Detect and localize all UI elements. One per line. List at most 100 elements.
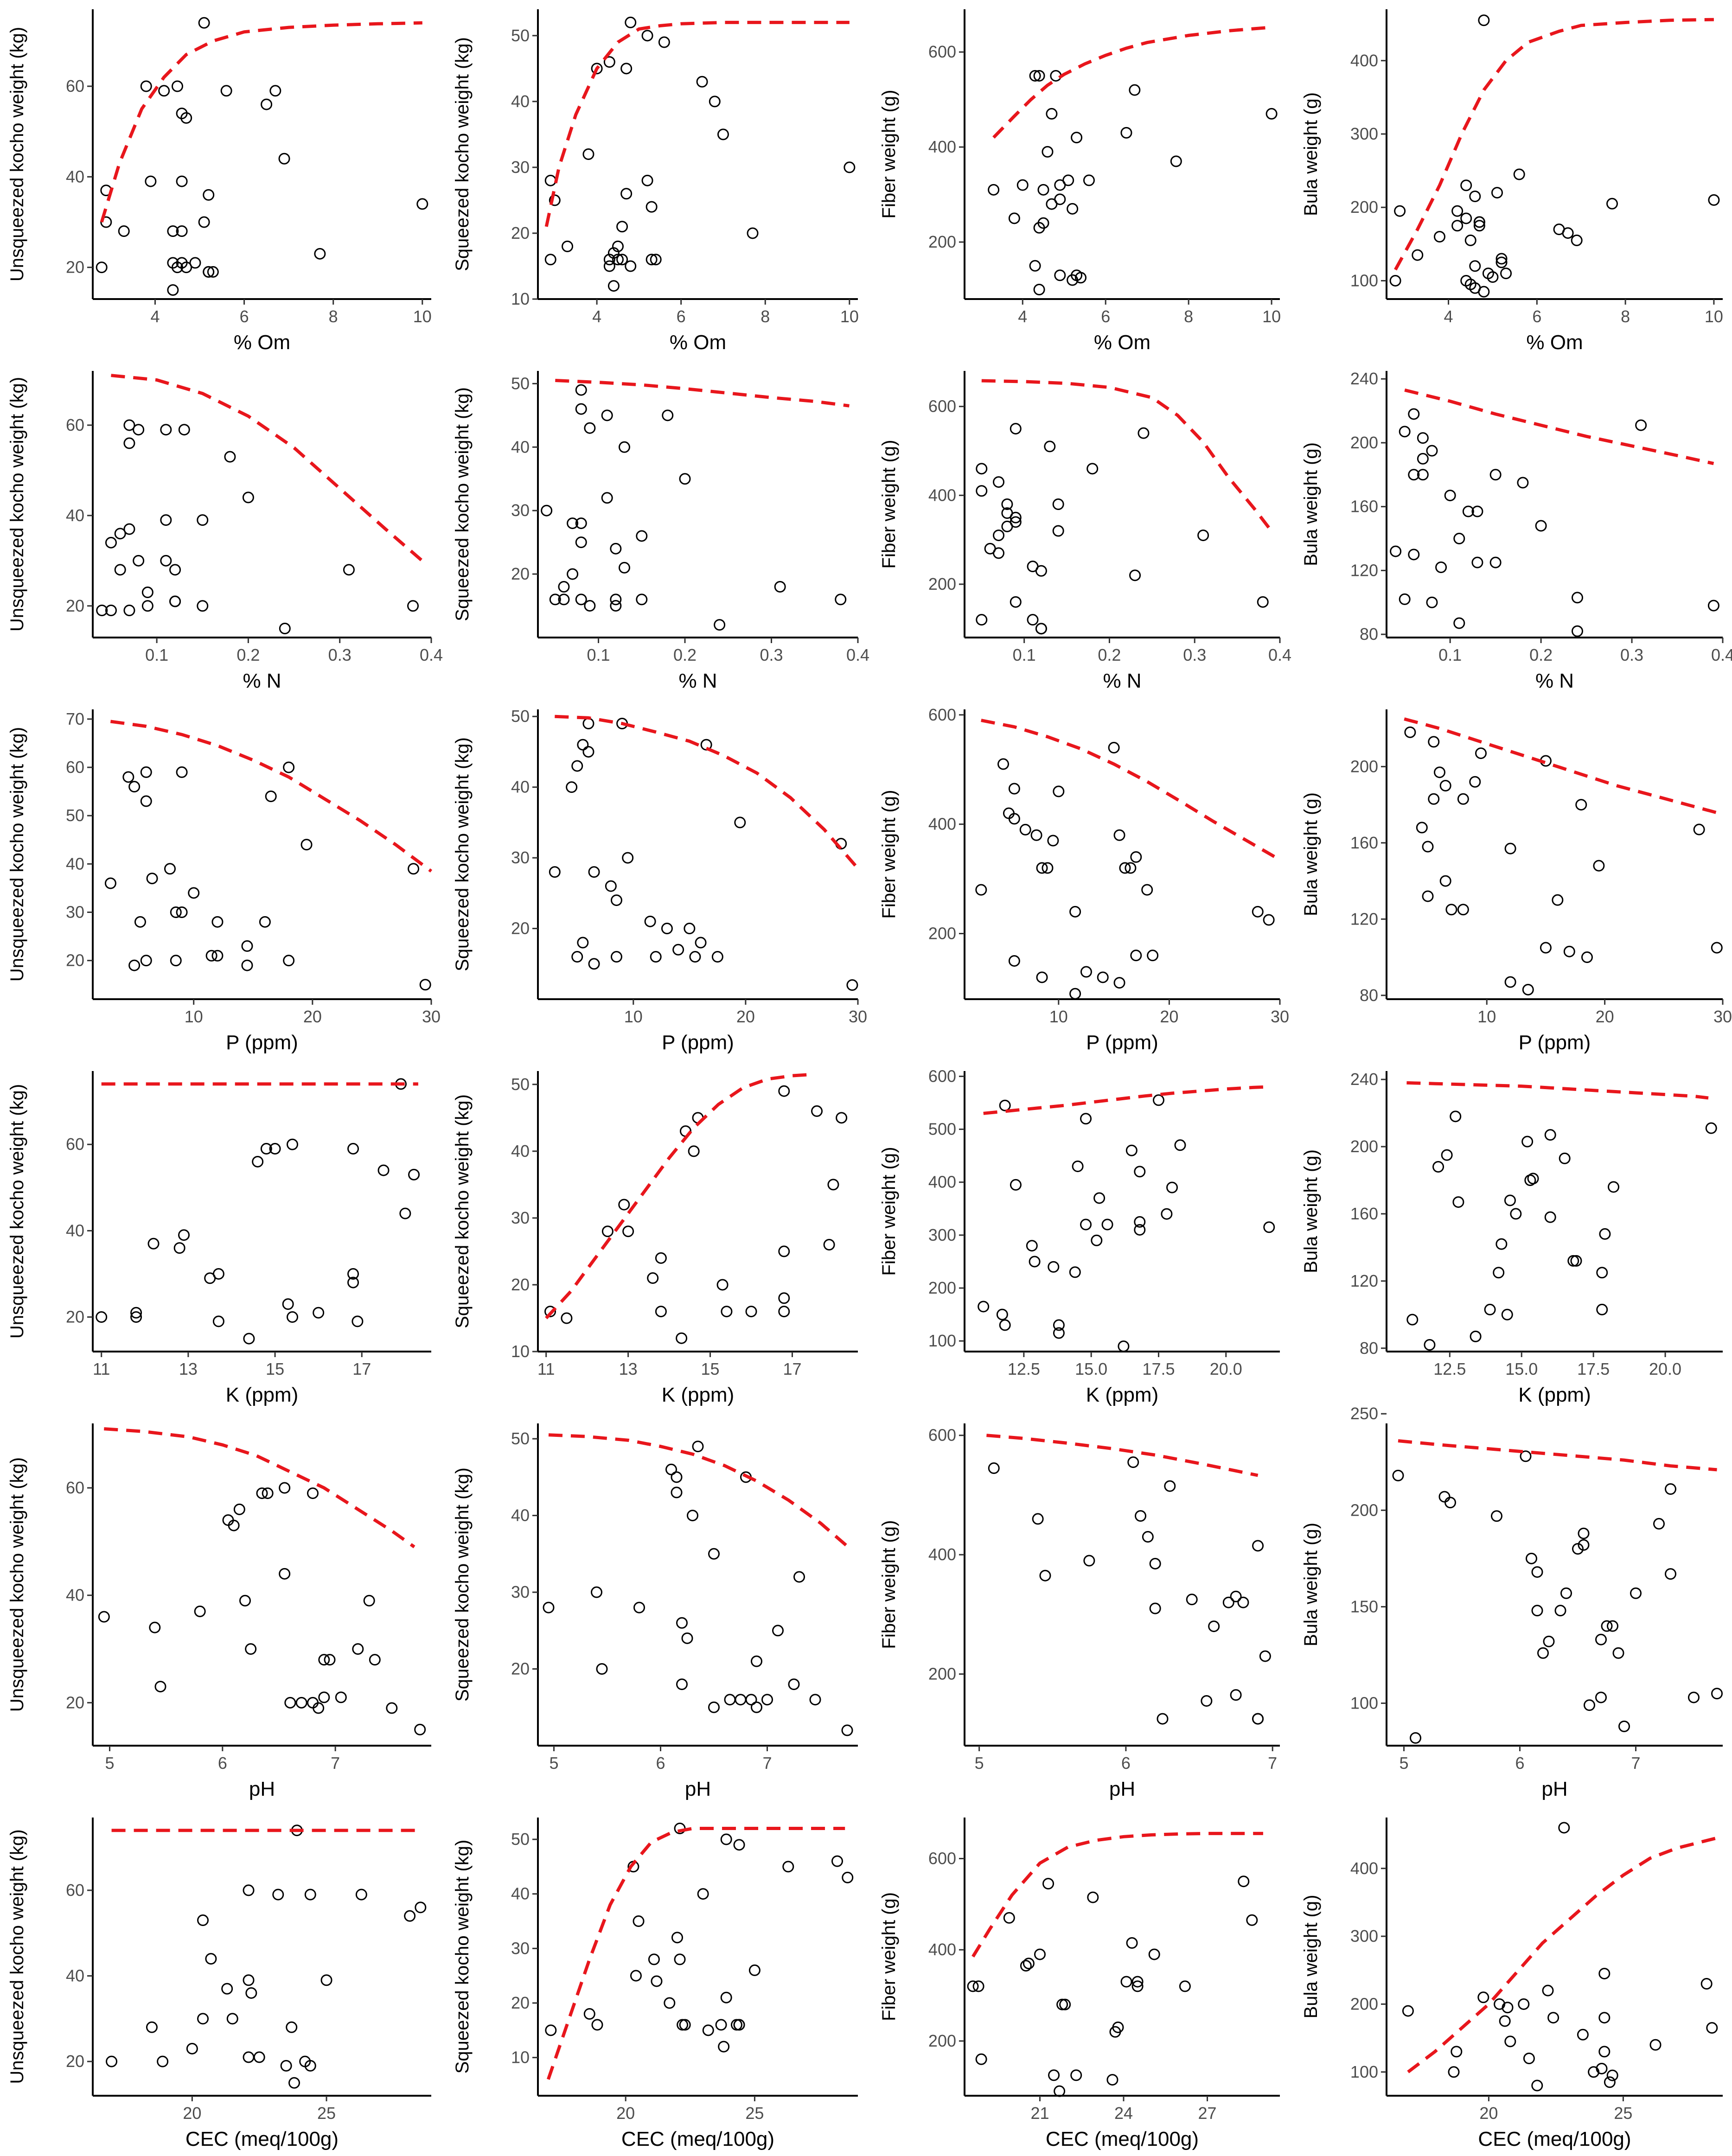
x-tick-label: 0.1 — [145, 645, 168, 664]
data-point — [549, 866, 561, 878]
data-point — [369, 1654, 381, 1666]
data-point — [1496, 253, 1508, 265]
data-point — [1453, 617, 1465, 629]
fit-line — [1398, 1439, 1717, 1472]
data-point — [324, 1654, 336, 1666]
data-point — [140, 955, 152, 967]
data-point — [630, 1970, 642, 1982]
data-point — [178, 1229, 190, 1241]
data-point — [774, 580, 786, 593]
y-tick-label: 40 — [66, 506, 84, 525]
y-tick-label: 30 — [511, 1582, 530, 1601]
data-point — [399, 1207, 411, 1219]
data-point — [416, 198, 428, 210]
data-point — [1584, 1699, 1595, 1711]
y-tick-label: 600 — [928, 1426, 956, 1445]
y-tick-label: 500 — [928, 1120, 956, 1139]
fit-line — [555, 714, 859, 870]
data-point — [105, 536, 117, 549]
data-point — [1487, 271, 1499, 283]
fit-line — [1407, 1836, 1718, 2073]
data-point — [1577, 2028, 1589, 2041]
data-point — [1598, 2046, 1611, 2058]
data-point — [414, 1723, 426, 1735]
data-point — [1238, 1875, 1250, 1888]
data-point — [134, 916, 146, 928]
scatter-plot: 20 30 40 50 0.1 0.2 0.3 0.4 % N Squeezed kocho we… — [452, 371, 869, 692]
x-axis-label: CEC (meq/100g) — [1478, 2128, 1631, 2150]
data-point — [676, 1617, 688, 1629]
data-point — [588, 958, 600, 970]
y-tick-label: 100 — [1350, 2062, 1378, 2081]
data-point — [1010, 423, 1022, 435]
data-point — [541, 504, 553, 517]
data-point — [1496, 256, 1508, 268]
y-axis-label: Unsqueezed kocho weight (kg) — [7, 1084, 27, 1339]
fit-line — [1394, 18, 1714, 271]
x-tick-label: 13 — [179, 1359, 198, 1378]
data-point — [633, 1915, 645, 1927]
data-point — [1457, 793, 1469, 805]
data-point — [279, 1568, 291, 1580]
data-point — [644, 915, 656, 927]
data-point — [128, 959, 141, 971]
data-point — [1518, 1998, 1530, 2010]
data-point — [976, 463, 988, 475]
x-tick-label: 0.4 — [846, 645, 869, 664]
data-point — [1469, 260, 1481, 272]
data-point — [603, 56, 615, 68]
x-tick-label: 20 — [1160, 1007, 1178, 1026]
data-point — [733, 2019, 745, 2031]
data-point — [260, 1143, 272, 1155]
data-point — [279, 1482, 291, 1494]
data-point — [1047, 835, 1059, 847]
data-point — [288, 2077, 300, 2089]
data-point — [122, 771, 134, 783]
scatter-panel: 100 150 200 250 5 6 7 pH Bula weight (g) — [1294, 1404, 1732, 1806]
x-axis-label: P (ppm) — [226, 1031, 298, 1054]
data-point — [1608, 1181, 1620, 1193]
data-point — [720, 1991, 732, 2003]
data-point — [211, 916, 224, 928]
y-tick-label: 50 — [511, 1075, 530, 1094]
y-tick-label: 40 — [511, 778, 530, 797]
data-point — [1059, 1998, 1071, 2010]
data-point — [708, 1701, 720, 1713]
y-tick-label: 40 — [66, 1966, 84, 1985]
data-point — [561, 1312, 573, 1324]
data-point — [253, 2051, 265, 2063]
fit-line — [1404, 388, 1714, 466]
x-tick-label: 5 — [105, 1754, 114, 1773]
data-point — [1120, 1976, 1132, 1988]
data-point — [1489, 469, 1502, 481]
y-tick-label: 40 — [511, 1142, 530, 1161]
x-tick-label: 0.4 — [420, 645, 443, 664]
data-point — [160, 424, 172, 436]
data-point — [243, 1884, 255, 1896]
x-tick-label: 11 — [93, 1359, 110, 1378]
data-point — [1444, 490, 1456, 502]
data-point — [1462, 505, 1474, 517]
y-tick-label: 600 — [928, 1849, 956, 1868]
x-tick-label: 15 — [701, 1359, 720, 1378]
data-point — [1003, 1912, 1015, 1924]
data-point — [1410, 1732, 1421, 1744]
data-point — [1540, 942, 1552, 954]
y-tick-label: 30 — [66, 903, 84, 922]
x-axis-label: K (ppm) — [1518, 1384, 1591, 1406]
data-point — [1665, 1568, 1676, 1580]
data-point — [1560, 1587, 1572, 1599]
data-point — [1134, 1166, 1146, 1178]
y-tick-label: 50 — [66, 806, 84, 825]
data-point — [282, 1298, 294, 1310]
y-tick-label: 60 — [66, 1478, 84, 1497]
data-point — [279, 623, 291, 635]
data-point — [197, 2013, 209, 2025]
data-point — [612, 240, 624, 252]
scatter-panel: 20 40 60 4 6 8 10 % Om Unsqueezed kocho weight (… — [0, 0, 441, 359]
data-point — [295, 1697, 307, 1709]
data-point — [141, 587, 153, 599]
data-point — [1130, 950, 1142, 962]
data-point — [1522, 983, 1534, 995]
scatter-panel: 20 40 60 11 13 15 17 K (ppm) Unsqueezed kocho we… — [0, 1062, 441, 1412]
